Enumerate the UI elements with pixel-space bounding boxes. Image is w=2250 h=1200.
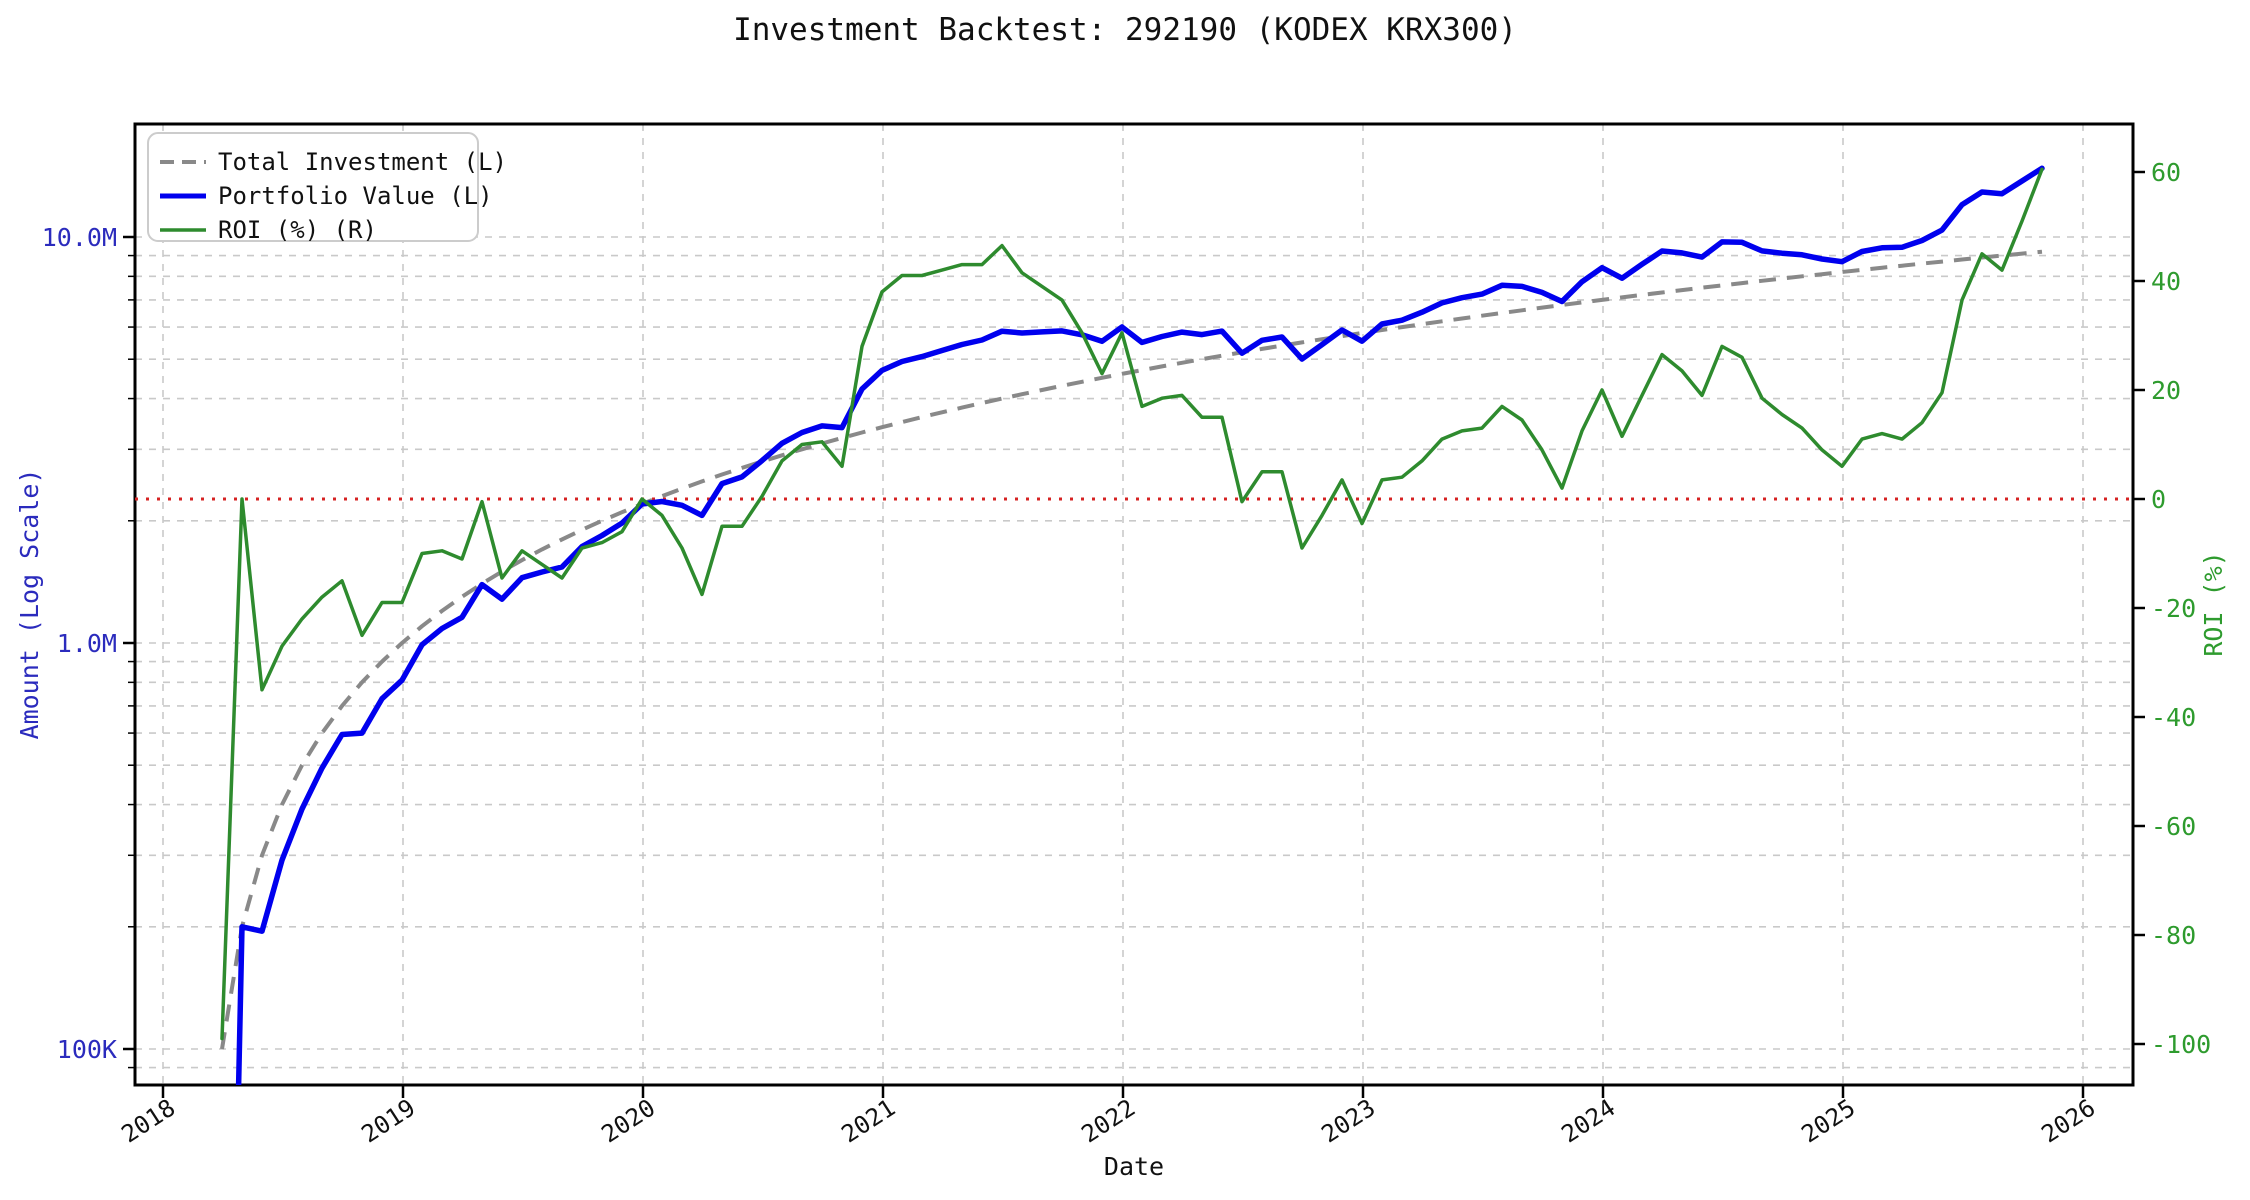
- x-tick-label: 2020: [597, 1094, 661, 1149]
- x-tick-label: 2023: [1317, 1094, 1381, 1149]
- right-tick-label: 0: [2151, 485, 2166, 514]
- legend-label-portfolio: Portfolio Value (L): [218, 182, 493, 210]
- right-axis-label: ROI (%): [2199, 551, 2228, 656]
- right-tick-label: 60: [2151, 158, 2181, 187]
- legend-box: [147, 132, 479, 242]
- right-tick-label: -20: [2151, 594, 2196, 623]
- left-tick-label: 1.0M: [57, 629, 117, 658]
- x-tick-label: 2024: [1557, 1094, 1621, 1149]
- right-tick-label: -60: [2151, 812, 2196, 841]
- right-tick-label: -40: [2151, 703, 2196, 732]
- x-tick-label: 2022: [1077, 1094, 1141, 1149]
- left-tick-label: 10.0M: [42, 223, 117, 252]
- x-axis-label: Date: [1104, 1152, 1164, 1181]
- right-tick-label: -100: [2151, 1030, 2211, 1059]
- gridlines: [135, 124, 2133, 1085]
- right-tick-label: -80: [2151, 921, 2196, 950]
- x-tick-label: 2025: [1797, 1094, 1861, 1149]
- left-tick-label: 100K: [57, 1035, 117, 1064]
- x-tick-label: 2021: [837, 1094, 901, 1149]
- x-tick-label: 2019: [357, 1094, 421, 1149]
- legend-label-investment: Total Investment (L): [218, 148, 507, 176]
- legend-label-roi: ROI (%) (R): [218, 216, 377, 244]
- x-tick-label: 2018: [117, 1094, 181, 1149]
- right-tick-label: 20: [2151, 376, 2181, 405]
- right-tick-label: 40: [2151, 267, 2181, 296]
- roi-line: [220, 167, 2044, 1041]
- left-axis-label: Amount (Log Scale): [15, 469, 44, 740]
- x-tick-label: 2026: [2037, 1094, 2101, 1149]
- legend: Total Investment (L) Portfolio Value (L)…: [147, 132, 507, 244]
- portfolio-value-line: [235, 165, 2045, 1085]
- plot-border: [133, 122, 2135, 1087]
- axis-ticks: 2018 2019 2020 2021 2022 2023 2024 2025 2026 10.0…: [42, 158, 2211, 1149]
- chart-title: Investment Backtest: 292190 (KODEX KRX30…: [733, 12, 1517, 48]
- data-series: [135, 165, 2133, 1085]
